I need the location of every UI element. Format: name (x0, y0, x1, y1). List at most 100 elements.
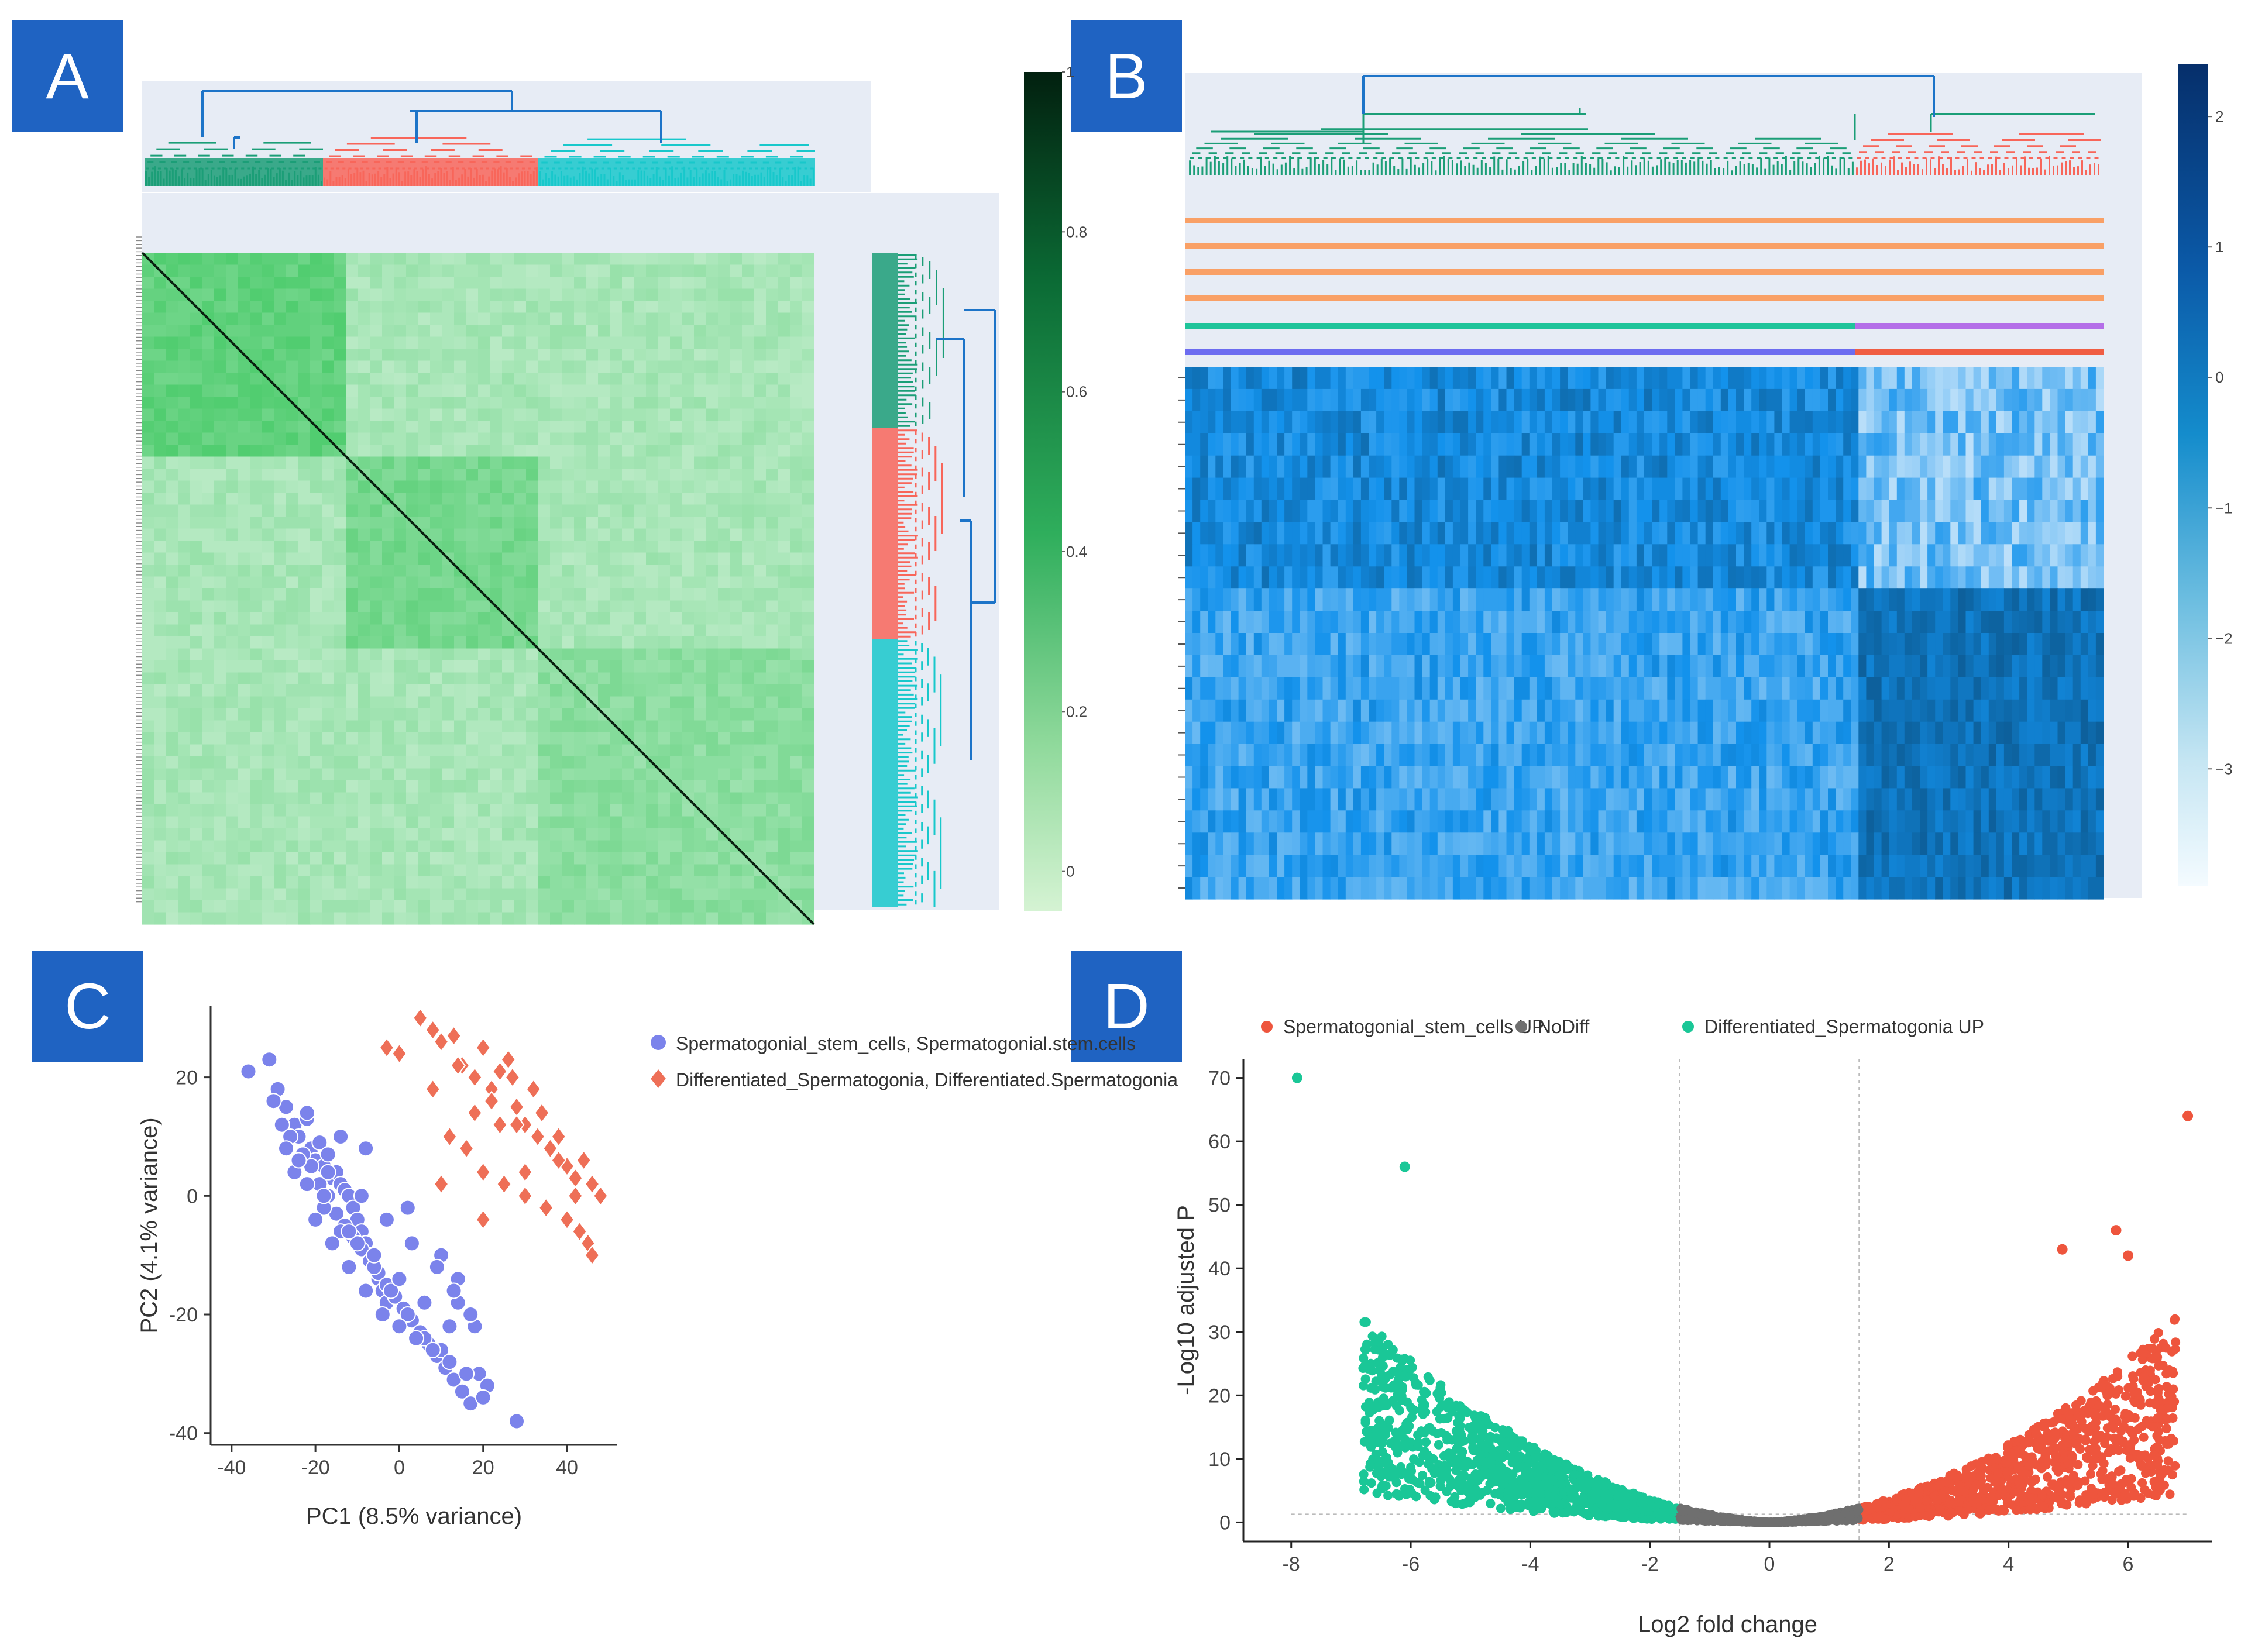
b-heat-cell (1705, 500, 1714, 522)
b-heat-cell (1506, 455, 1515, 479)
a-heat-cell (670, 888, 683, 901)
b-heat-cell (1322, 588, 1331, 611)
a-heat-cell (214, 432, 227, 445)
a-heat-cell (358, 504, 371, 517)
a-heat-cell (502, 349, 515, 362)
a-heat-cell (622, 504, 635, 517)
a-heat-cell (682, 469, 695, 481)
b-heat-cell (1322, 566, 1331, 589)
b-heat-cell (1943, 611, 1951, 634)
a-heat-cell (706, 456, 719, 469)
a-heat-cell (658, 432, 671, 445)
b-heat-cell (2012, 411, 2020, 434)
b-heat-cell (1277, 566, 1285, 589)
a-heat-cell (310, 708, 323, 721)
a-heat-cell (478, 816, 491, 829)
b-heat-cell (1552, 633, 1561, 656)
a-heat-cell (802, 445, 814, 457)
a-heat-cell (178, 336, 191, 349)
a-heat-cell (334, 360, 347, 373)
a-heat-cell (442, 264, 455, 277)
a-heat-cell (670, 600, 683, 613)
b-heat-cell (1215, 633, 1223, 656)
a-heat-cell (610, 696, 623, 709)
a-heat-cell (670, 541, 683, 553)
a-heat-cell (550, 588, 563, 601)
a-heat-cell (226, 600, 239, 613)
b-heat-cell (1560, 522, 1568, 545)
b-heat-cell (1598, 677, 1607, 700)
a-heat-cell (346, 517, 359, 529)
a-heat-cell (178, 900, 191, 913)
a-heat-cell (406, 768, 419, 781)
a-heat-cell (166, 624, 179, 637)
a-heat-cell (466, 552, 479, 565)
b-heat-cell (1445, 522, 1453, 545)
a-heat-cell (766, 684, 779, 697)
a-heat-cell (730, 504, 743, 517)
a-heat-cell (682, 672, 695, 685)
b-heat-cell (1697, 367, 1706, 390)
a-heat-cell (706, 900, 719, 913)
a-heat-cell (286, 900, 299, 913)
a-heat-cell (622, 336, 635, 349)
a-heat-cell (214, 253, 227, 266)
b-heat-cell (1659, 367, 1668, 390)
b-heat-cell (1904, 588, 1913, 611)
a-heat-cell (502, 325, 515, 338)
b-heat-cell (1988, 411, 1997, 434)
b-heat-cell (1300, 611, 1308, 634)
a-heat-cell (598, 456, 611, 469)
a-heat-cell (250, 469, 263, 481)
a-heat-cell (658, 360, 671, 373)
b-heat-cell (2019, 522, 2027, 545)
b-heat-cell (1238, 500, 1247, 522)
a-heat-cell (550, 684, 563, 697)
a-heat-cell (418, 432, 431, 445)
a-heat-cell (250, 588, 263, 601)
b-heat-cell (1322, 433, 1331, 456)
a-heat-cell (394, 852, 407, 865)
a-heat-cell (718, 288, 731, 301)
a-heat-cell (790, 840, 803, 853)
b-heat-cell (1904, 455, 1913, 479)
a-heat-cell (682, 780, 695, 793)
b-heat-cell (1912, 388, 1920, 412)
a-heat-cell (478, 576, 491, 589)
a-heat-cell (622, 565, 635, 577)
b-heat-cell (1552, 411, 1561, 434)
a-heat-cell (430, 900, 443, 913)
a-heat-cell (442, 576, 455, 589)
a-heat-cell (166, 408, 179, 421)
b-heat-cell (1782, 433, 1790, 456)
a-heat-cell (430, 648, 443, 661)
b-heat-cell (1185, 655, 1193, 678)
a-heat-cell (442, 672, 455, 685)
a-heat-cell (274, 720, 287, 733)
a-heat-cell (226, 493, 239, 505)
a-heat-cell (430, 912, 443, 925)
a-heat-cell (358, 373, 371, 386)
b-heat-cell (1307, 588, 1315, 611)
b-heat-cell (1498, 611, 1507, 634)
a-heat-cell (154, 852, 167, 865)
a-heat-cell (562, 756, 575, 769)
a-heat-cell (718, 648, 731, 661)
b-heat-cell (1636, 677, 1645, 700)
b-heat-cell (1935, 411, 1943, 434)
b-heat-cell (1843, 677, 1851, 700)
a-heat-cell (202, 469, 215, 481)
a-heat-cell (454, 864, 467, 877)
b-heat-cell (1912, 477, 1920, 501)
b-heat-cell (1667, 677, 1675, 700)
a-heat-cell (682, 888, 695, 901)
a-heat-cell (418, 588, 431, 601)
a-heat-cell (622, 373, 635, 386)
b-heat-cell (2003, 477, 2012, 501)
b-heat-cell (1292, 655, 1300, 678)
b-heat-cell (1690, 388, 1699, 412)
a-heat-cell (334, 312, 347, 325)
a-heat-cell (598, 301, 611, 314)
a-heat-cell (586, 792, 599, 805)
a-heat-cell (706, 660, 719, 673)
